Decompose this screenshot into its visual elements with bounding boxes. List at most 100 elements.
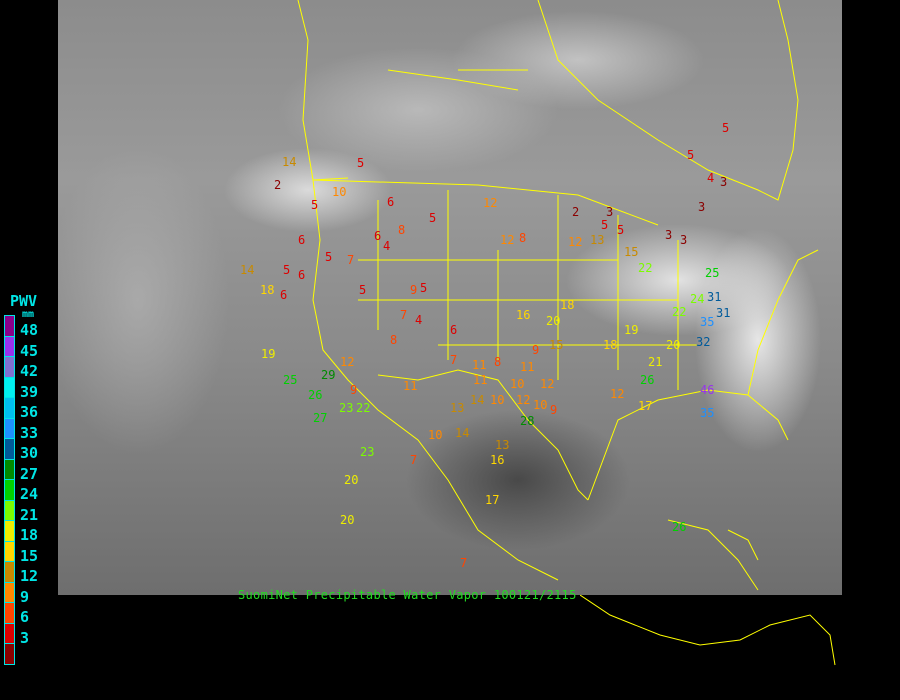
station-pwv-value: 5 [311,198,319,212]
station-pwv-value: 8 [494,355,502,369]
station-pwv-value: 13 [590,233,605,247]
legend-label: 30 [20,444,39,462]
station-pwv-value: 2 [572,205,580,219]
legend-swatch [4,480,15,501]
station-pwv-value: 5 [359,283,367,297]
station-pwv-value: 11 [473,373,488,387]
map-caption: SuomiNet Precipitable Water Vapor 100121… [238,588,577,602]
station-pwv-value: 9 [550,403,558,417]
legend-swatch [4,500,15,521]
station-pwv-value: 8 [390,333,398,347]
station-pwv-value: 11 [403,379,418,393]
legend-swatch [4,357,15,378]
station-pwv-value: 5 [601,218,609,232]
legend-swatch [4,644,15,665]
station-pwv-value: 7 [347,253,355,267]
legend-label: 6 [20,608,30,626]
station-pwv-value: 5 [420,281,428,295]
station-pwv-value: 26 [308,388,323,402]
station-pwv-value: 5 [283,263,291,277]
legend-swatch [4,315,15,337]
station-pwv-value: 25 [705,266,720,280]
station-pwv-value: 6 [298,268,306,282]
station-pwv-value: 17 [485,493,500,507]
legend-swatch [4,562,15,583]
station-pwv-value: 9 [350,383,358,397]
station-pwv-value: 22 [672,305,687,319]
legend-swatch [4,418,15,439]
station-pwv-value: 13 [450,401,465,415]
station-pwv-value: 28 [520,414,535,428]
station-pwv-value: 14 [240,263,255,277]
station-pwv-value: 13 [495,438,510,452]
station-pwv-value: 23 [339,401,354,415]
station-pwv-value: 19 [624,323,639,337]
station-pwv-value: 21 [648,355,663,369]
station-pwv-value: 15 [624,245,639,259]
station-pwv-value: 10 [332,185,347,199]
station-pwv-value: 10 [428,428,443,442]
station-pwv-value: 5 [617,223,625,237]
station-pwv-value: 10 [533,398,548,412]
station-pwv-value: 5 [429,211,437,225]
legend-swatch [4,398,15,419]
station-pwv-value: 46 [700,383,715,397]
station-pwv-value: 15 [549,338,564,352]
station-pwv-value: 20 [546,314,561,328]
legend-label: 9 [20,587,30,606]
legend-swatch [4,336,15,357]
station-pwv-value: 7 [400,308,408,322]
legend-label: 15 [20,546,39,565]
station-pwv-value: 6 [387,195,395,209]
station-pwv-value: 35 [700,315,715,329]
station-pwv-value: 24 [690,292,705,306]
station-pwv-value: 18 [560,298,575,312]
station-pwv-value: 12 [516,393,531,407]
station-pwv-value: 35 [700,406,715,420]
station-pwv-value: 12 [568,235,583,249]
station-pwv-value: 25 [283,373,298,387]
legend-label: 12 [20,567,39,585]
legend-title: PWV [10,292,38,310]
station-pwv-value: 19 [261,347,276,361]
legend-label: 27 [20,464,39,483]
station-pwv-value: 20 [344,473,359,487]
legend-swatch [4,582,15,603]
station-pwv-value: 12 [500,233,515,247]
legend-swatch [4,439,15,460]
station-pwv-value: 2 [274,178,282,192]
legend-swatch [4,521,15,542]
legend-swatch [4,623,15,644]
legend-label: 48 [20,321,39,339]
legend-unit: mm [22,309,35,320]
station-pwv-value: 20 [340,513,355,527]
station-pwv-value: 14 [282,155,297,169]
station-pwv-value: 8 [519,231,527,245]
station-pwv-value: 6 [450,323,458,337]
station-pwv-value: 12 [540,377,555,391]
station-pwv-value: 3 [606,205,614,219]
station-pwv-value: 26 [640,373,655,387]
station-pwv-value: 11 [472,358,487,372]
station-pwv-value: 14 [470,393,485,407]
satellite-map: 5 2 14 5 10 6 5 12 8 12 3 2 5 5 3 3 4 3 5 3 5 6 6 5 7 6 4 8 5 12 13 15 2… [58,0,842,595]
pwv-color-legend: 48 45 42 39 36 33 30 27 24 21 18 15 12 9 6 3 [4,315,38,665]
station-pwv-value: 29 [321,368,336,382]
legend-swatch [4,459,15,480]
station-pwv-value: 23 [360,445,375,459]
station-pwv-value: 7 [410,453,418,467]
legend-label: 42 [20,362,39,380]
legend-label: 18 [20,526,39,544]
legend-label: 24 [20,485,39,503]
station-pwv-value: 5 [687,148,695,162]
station-pwv-value: 4 [415,313,423,327]
legend-swatch [4,377,15,398]
legend-swatch [4,603,15,624]
station-pwv-value: 12 [340,355,355,369]
station-pwv-value: 5 [722,121,730,135]
station-pwv-value: 9 [410,283,418,297]
station-pwv-value: 4 [707,171,715,185]
station-pwv-value: 32 [696,335,711,349]
station-pwv-value: 22 [638,261,653,275]
station-pwv-value: 6 [298,233,306,247]
